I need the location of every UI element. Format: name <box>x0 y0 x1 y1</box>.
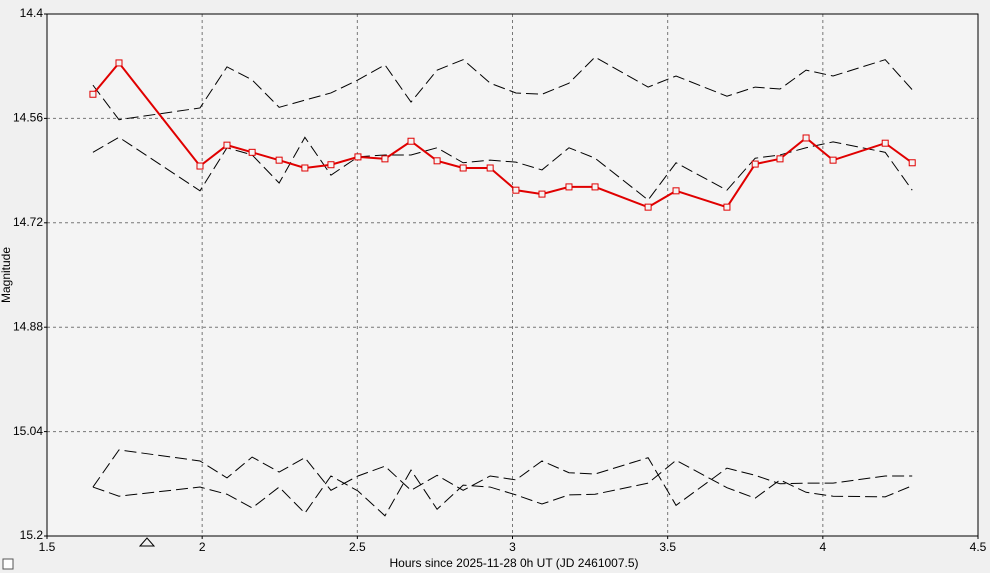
y-tick-label: 14.4 <box>20 6 44 20</box>
point-marker <box>565 183 573 191</box>
point-marker <box>327 161 335 169</box>
y-tick-label: 14.72 <box>13 215 43 229</box>
point-marker <box>908 159 916 167</box>
point-marker <box>486 164 494 172</box>
series-line <box>92 459 913 517</box>
point-marker <box>829 156 837 164</box>
y-axis-label: Magnitude <box>0 247 13 303</box>
point-marker <box>275 156 283 164</box>
point-marker <box>751 160 759 168</box>
series-line <box>92 449 913 507</box>
point-marker <box>115 59 123 67</box>
point-marker <box>381 155 389 163</box>
point-marker <box>538 190 546 198</box>
x-tick-label: 4.5 <box>970 540 987 554</box>
point-marker <box>672 187 680 195</box>
point-marker <box>301 164 309 172</box>
point-marker <box>644 203 652 211</box>
point-marker <box>802 134 810 142</box>
point-marker <box>591 183 599 191</box>
x-tick-label: 2 <box>199 540 206 554</box>
x-tick-label: 4 <box>819 540 826 554</box>
point-marker <box>196 162 204 170</box>
marker-triangle <box>138 537 156 547</box>
y-tick-label: 15.2 <box>20 528 44 542</box>
point-marker <box>881 139 889 147</box>
y-tick-label: 14.56 <box>13 111 43 125</box>
x-tick-label: 3.5 <box>659 540 676 554</box>
checkbox[interactable] <box>2 558 14 570</box>
point-marker <box>512 186 520 194</box>
x-tick-label: 3 <box>509 540 516 554</box>
point-marker <box>407 137 415 145</box>
x-tick-label: 2.5 <box>349 540 366 554</box>
y-tick-label: 14.88 <box>13 319 43 333</box>
series-line <box>92 56 913 121</box>
point-marker <box>459 164 467 172</box>
point-marker <box>354 153 362 161</box>
point-marker <box>248 148 256 156</box>
point-marker <box>89 90 97 98</box>
x-axis-label: Hours since 2025-11-28 0h UT (JD 2461007… <box>389 556 638 570</box>
x-tick-label: 1.5 <box>39 540 56 554</box>
point-marker <box>223 141 231 149</box>
point-marker <box>433 157 441 165</box>
y-tick-label: 15.04 <box>13 424 43 438</box>
point-marker <box>776 155 784 163</box>
series-line <box>92 136 913 201</box>
point-marker <box>723 203 731 211</box>
